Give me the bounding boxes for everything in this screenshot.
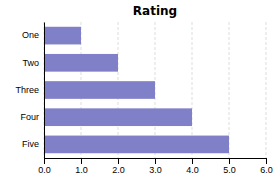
y-tick-label: Four <box>20 112 39 122</box>
title: Rating <box>133 4 177 18</box>
x-tick: 0.0 <box>38 158 51 175</box>
y-tick-label: Five <box>22 139 39 149</box>
bar <box>44 54 118 72</box>
y-tick: Four <box>20 112 39 122</box>
chart: 0.0 1.0 2.0 3.0 4.0 5.0 6.0 One Two Three Four Five… <box>0 0 280 180</box>
grid <box>44 22 266 158</box>
x-tick-label: 4.0 <box>186 165 199 175</box>
y-tick-label: One <box>22 30 39 40</box>
x-tick-label: 5.0 <box>223 165 236 175</box>
grid-line <box>44 22 45 158</box>
x-tick: 5.0 <box>223 158 236 175</box>
x-tick-label: 2.0 <box>112 165 125 175</box>
x-tick-label: 1.0 <box>75 165 88 175</box>
x-tick: 6.0 <box>260 158 273 175</box>
y-tick: Three <box>15 85 39 95</box>
x-tick-mark <box>155 158 156 164</box>
bar <box>44 27 81 45</box>
x-tick-label: 0.0 <box>38 165 51 175</box>
bar <box>44 136 229 154</box>
y-axis-line <box>44 23 45 159</box>
x-tick: 2.0 <box>112 158 125 175</box>
x-tick: 3.0 <box>149 158 162 175</box>
x-tick-mark <box>266 158 267 164</box>
x-axis-line <box>45 159 267 165</box>
y-tick: One <box>22 30 39 40</box>
x-tick-mark <box>118 158 119 164</box>
y-tick: Five <box>22 139 39 149</box>
y-tick: Two <box>22 58 39 68</box>
bar <box>44 81 155 99</box>
y-tick-label: Three <box>15 85 39 95</box>
y-axis: One Two Three Four Five <box>15 23 44 159</box>
x-tick-mark <box>229 158 230 164</box>
x-tick-mark <box>44 158 45 164</box>
x-tick-label: 6.0 <box>260 165 273 175</box>
bars <box>44 27 229 153</box>
grid-line <box>266 22 267 158</box>
x-tick-label: 3.0 <box>149 165 162 175</box>
plot: 0.0 1.0 2.0 3.0 4.0 5.0 6.0 One Two Three Four Five <box>15 22 272 175</box>
x-tick: 1.0 <box>75 158 88 175</box>
x-tick-mark <box>81 158 82 164</box>
x-tick: 4.0 <box>186 158 199 175</box>
x-axis: 0.0 1.0 2.0 3.0 4.0 5.0 6.0 <box>38 158 273 175</box>
x-tick-mark <box>192 158 193 164</box>
bar <box>44 108 192 126</box>
y-tick-label: Two <box>22 58 39 68</box>
